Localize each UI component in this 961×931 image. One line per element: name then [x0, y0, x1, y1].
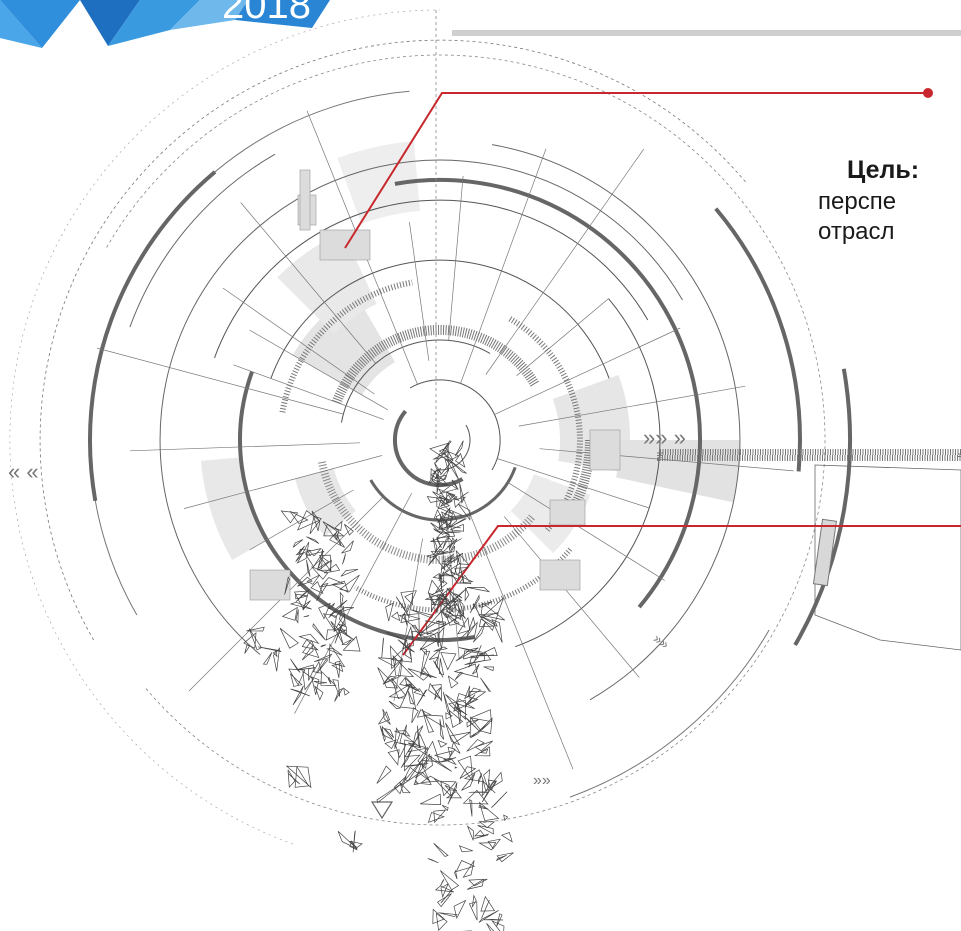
triangle-marker-icon — [370, 801, 394, 820]
polygonal-mesh-hand-icon — [243, 440, 514, 931]
goal-text-block: Цель: перспе отрасл — [818, 153, 961, 247]
callout-dot — [923, 88, 933, 98]
goal-line-2: отрасл — [818, 218, 895, 245]
logo-year-text: 2018 — [222, 0, 311, 27]
chevron-right-icon: »» » — [643, 425, 686, 450]
header-divider — [452, 30, 961, 36]
callout-line-goal — [344, 92, 928, 249]
goal-line-1: перспе — [818, 188, 897, 215]
callout-lines — [344, 88, 961, 656]
callout-line-second — [402, 525, 961, 656]
chevron-right-icon: »» — [533, 772, 551, 789]
logo-corner-icon: 2018 — [0, 0, 330, 48]
chevron-left-icon: « « — [8, 459, 39, 484]
goal-label: Цель: — [847, 156, 920, 184]
radial-hud-graphic — [9, 9, 961, 845]
